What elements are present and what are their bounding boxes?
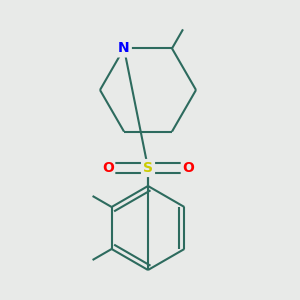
Text: N: N: [118, 41, 130, 56]
Text: O: O: [102, 161, 114, 175]
Text: S: S: [143, 161, 153, 175]
Text: O: O: [182, 161, 194, 175]
